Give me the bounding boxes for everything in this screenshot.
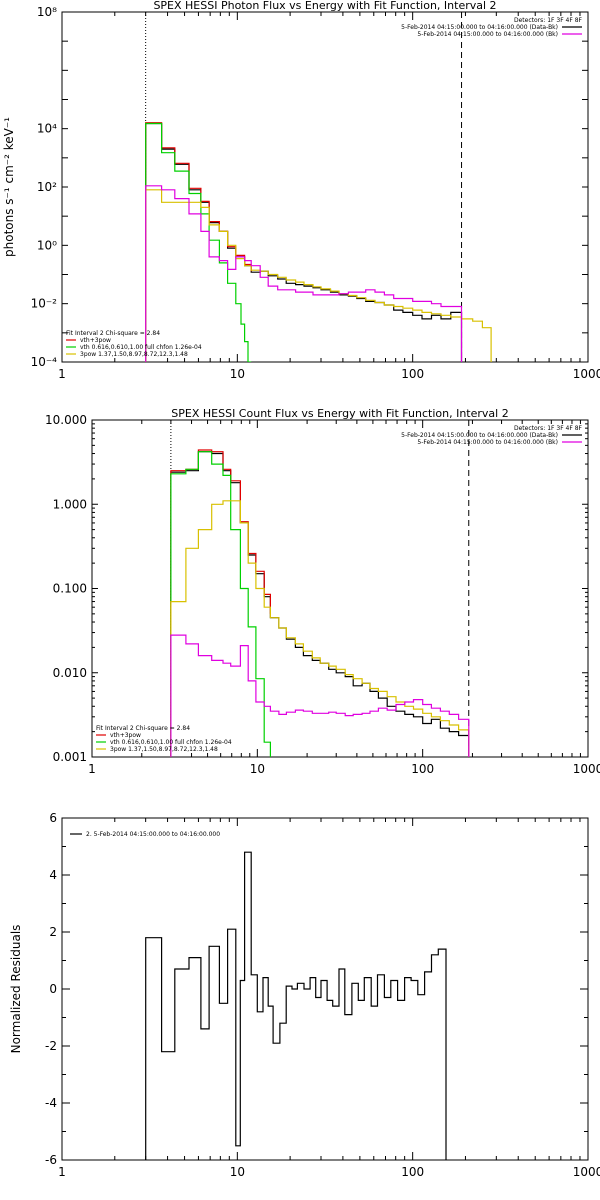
x-tick-label: 1 — [58, 1165, 66, 1179]
series-line-1 — [170, 451, 470, 757]
x-tick-label: 100 — [401, 1165, 424, 1179]
series-line-5 — [145, 185, 463, 362]
y-tick-label: 10⁰ — [37, 238, 57, 252]
series-group — [145, 122, 492, 362]
legend-bottom-left-text: vth 0.616,0.610,1.00 full chfon 1.26e-04 — [110, 739, 232, 746]
series-line-3 — [170, 451, 271, 757]
x-tick-label: 10 — [230, 367, 245, 381]
y-tick-label: 0.010 — [53, 666, 87, 680]
chart-panel-3: Normalized Residuals 1 10 100 1000 -6 -4 -2 0 2 4 6… — [9, 811, 600, 1179]
y-tick-label: 1.000 — [53, 497, 87, 511]
series-line-3 — [145, 122, 252, 362]
chart-panel-2: SPEX HESSI Count Flux vs Energy with Fit… — [45, 407, 600, 776]
chart-title: SPEX HESSI Count Flux vs Energy with Fit… — [171, 407, 508, 420]
y-tick-label: -2 — [45, 1039, 57, 1053]
legend-bottom-left-text: vth+3pow — [80, 337, 111, 344]
x-tick-label: 1000 — [573, 1165, 600, 1179]
legend-top-right-text: Detectors: 1F 3F 4F 8F — [514, 17, 583, 24]
plot-frame — [91, 419, 589, 758]
y-tick-label: 10.000 — [45, 413, 87, 427]
x-tick-label: 1 — [58, 367, 66, 381]
series-group — [145, 851, 447, 1160]
y-tick-label: 10⁴ — [37, 122, 57, 136]
legend-bottom-left-text: 3pow 1.37,1.50,8.97,8.72,12.3,1.48 — [110, 746, 218, 753]
y-tick-label: 2 — [49, 925, 57, 939]
series-line-2 — [145, 122, 252, 362]
series-line-1 — [145, 851, 447, 1160]
chart-panel-1: SPEX HESSI Photon Flux vs Energy with Fi… — [2, 0, 600, 381]
x-tick-label: 1000 — [573, 367, 600, 381]
y-tick-label: 10⁻⁴ — [31, 355, 58, 369]
y-tick-label: 10⁻² — [31, 297, 58, 311]
x-tick-label: 1 — [88, 762, 96, 776]
y-tick-label: 0.001 — [53, 750, 87, 764]
x-tick-label: 10 — [250, 762, 265, 776]
y-tick-label: -6 — [45, 1153, 57, 1167]
x-tick-label: 10 — [230, 1165, 245, 1179]
legend-top-right-text: 5-Feb-2014 04:15:00.000 to 04:16:00.000 … — [401, 24, 558, 31]
series-line-4 — [145, 189, 492, 362]
legend-bottom-left-text: 3pow 1.37,1.50,8.97,8.72,12.3,1.48 — [80, 351, 188, 358]
plot-frame — [61, 817, 589, 1161]
legend-bottom-left-text: Fit Interval 2 Chi-square = 2.84 — [96, 725, 190, 732]
y-axis-label: photons s⁻¹ cm⁻² keV⁻¹ — [2, 117, 16, 257]
legend-top-right-text: 5-Feb-2014 04:15:00.000 to 04:16:00.000 … — [401, 432, 558, 439]
legend-bottom-left-text: vth 0.616,0.610,1.00 full chfon 1.26e-04 — [80, 344, 202, 351]
plot-frame — [61, 11, 589, 363]
series-line-2 — [170, 449, 271, 757]
series-line-5 — [170, 634, 470, 757]
legend-bottom-left-text: vth+3pow — [110, 732, 141, 739]
series-line-1 — [145, 122, 463, 362]
y-tick-label: 0.100 — [53, 582, 87, 596]
legend-text: 2. 5-Feb-2014 04:15:00.000 to 04:16:00.0… — [86, 831, 220, 838]
legend-top-right-text: 5-Feb-2014 04:15:00.000 to 04:16:00.000 … — [417, 31, 558, 38]
y-tick-label: -4 — [45, 1096, 57, 1110]
y-tick-label: 10² — [37, 180, 57, 194]
y-tick-label: 6 — [49, 811, 57, 825]
y-axis-label: Normalized Residuals — [9, 925, 23, 1054]
x-tick-label: 1000 — [573, 762, 600, 776]
legend-top-right-text: Detectors: 1F 3F 4F 8F — [514, 425, 583, 432]
chart-title: SPEX HESSI Photon Flux vs Energy with Fi… — [153, 0, 496, 12]
legend-bottom-left-text: Fit Interval 2 Chi-square = 2.84 — [66, 330, 160, 337]
y-tick-label: 10⁸ — [37, 5, 57, 19]
x-tick-label: 100 — [411, 762, 434, 776]
y-tick-label: 4 — [49, 868, 57, 882]
series-group — [170, 449, 470, 757]
series-line-4 — [170, 500, 470, 757]
legend-top-right-text: 5-Feb-2014 04:15:00.000 to 04:16:00.000 … — [417, 439, 558, 446]
y-tick-label: 0 — [49, 982, 57, 996]
x-tick-label: 100 — [401, 367, 424, 381]
